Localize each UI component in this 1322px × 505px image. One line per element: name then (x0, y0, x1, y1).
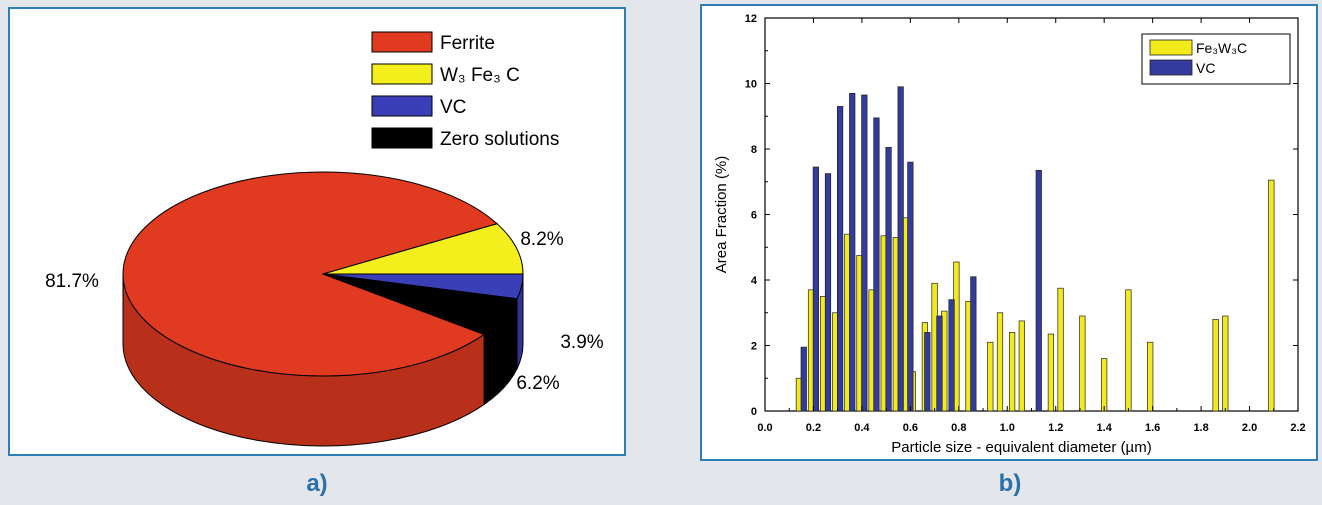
y-axis-label: Area Fraction (%) (713, 156, 730, 274)
bar-0-25 (1147, 341, 1154, 412)
y-tick-label-5: 10 (745, 79, 757, 91)
pie-legend-swatch-3 (371, 127, 433, 149)
bar-0-17 (996, 312, 1004, 412)
bar-chart: 0.0 0.2 0.4 0.6 0.8 1.0 1.2 1.4 1.6 1.8 2.0 2.2 0 2 4 6… (713, 13, 1306, 456)
bar-1-10 (924, 332, 931, 412)
axes: 0.0 0.2 0.4 0.6 0.8 1.0 1.2 1.4 1.6 1.8 2.0 2.2 0 2 4 6… (745, 13, 1306, 434)
pie-slice-3 (322, 273, 518, 336)
pie-legend-label-0: Ferrite (440, 33, 495, 54)
bar-1-2 (824, 173, 832, 412)
series-1 (800, 86, 1042, 412)
x-tick-label-6: 1.2 (1048, 422, 1063, 434)
y-tick-label-2: 4 (751, 275, 758, 287)
pie-chart: 81.7% 8.2% 3.9%6.2% Ferrite W₃ Fe₃ C VC Zero s… (45, 31, 604, 447)
bar-1-1 (812, 166, 819, 412)
pie-slice-0 (122, 171, 499, 377)
bar-1-13 (970, 276, 977, 412)
bar-1-5 (861, 94, 868, 412)
bar-0-18 (1009, 332, 1016, 412)
bar-0-19 (1018, 320, 1025, 412)
x-tick-label-7: 1.4 (1097, 422, 1113, 434)
bar-legend: Fe₃W₃C VC (1141, 33, 1291, 85)
bar-0-24 (1125, 289, 1132, 412)
pie-label-0: 81.7% (45, 271, 99, 292)
bar-1-6 (873, 117, 880, 412)
x-tick-label-2: 0.4 (854, 422, 870, 434)
bar-0-21 (1057, 287, 1064, 412)
pie-legend-swatch-0 (371, 31, 433, 53)
bar-legend-swatch-1 (1149, 59, 1193, 76)
x-axis-label: Particle size - equivalent diameter (µm) (891, 439, 1151, 456)
x-tick-label-1: 0.2 (806, 422, 821, 434)
pie-legend-swatch-2 (371, 95, 433, 117)
pie-label-1: 8.2% (520, 229, 563, 250)
pie-legend: Ferrite W₃ Fe₃ C VC Zero solutions (371, 31, 559, 150)
bar-1-14 (1035, 169, 1042, 412)
bar-0-27 (1222, 315, 1229, 412)
bar-0-23 (1101, 358, 1108, 412)
bar-0-16 (987, 341, 994, 412)
pie-chart-panel: 81.7% 8.2% 3.9% 6.2% Ferrite W₃ Fe₃ C VC Zero s… (8, 7, 626, 456)
pie-label-2: 3.9% (560, 332, 603, 353)
panel-b-caption: b) (998, 470, 1022, 497)
bar-0-20 (1047, 333, 1054, 412)
y-tick-label-6: 12 (745, 13, 757, 25)
pie-legend-label-2: VC (440, 97, 466, 118)
bar-0-26 (1212, 318, 1219, 412)
bar-legend-swatch-0 (1149, 39, 1193, 56)
bar-0-22 (1079, 315, 1086, 412)
x-tick-label-8: 1.6 (1145, 422, 1160, 434)
bar-1-9 (907, 161, 914, 412)
x-tick-label-11: 2.2 (1290, 422, 1305, 434)
pie-legend-label-1: W₃ Fe₃ C (440, 65, 520, 86)
bar-1-8 (897, 86, 904, 412)
pie-legend-swatch-1 (371, 63, 433, 85)
pie-3d-group (122, 171, 524, 447)
y-tick-label-4: 8 (751, 144, 757, 156)
y-tick-label-1: 2 (751, 341, 757, 353)
x-tick-label-0: 0.0 (757, 422, 772, 434)
bar-1-4 (849, 92, 856, 412)
pie-legend-label-3: Zero solutions (440, 129, 559, 150)
y-tick-label-3: 6 (751, 210, 757, 222)
bar-legend-label-0: Fe₃W₃C (1196, 40, 1247, 56)
bar-0-28 (1268, 179, 1275, 412)
panel-a-caption: a) (306, 470, 328, 497)
bar-1-0 (800, 346, 807, 412)
y-tick-label-0: 0 (751, 406, 757, 418)
x-tick-label-9: 1.8 (1193, 422, 1208, 434)
bar-1-11 (936, 315, 943, 412)
bar-chart-panel: 0.0 0.2 0.4 0.6 0.8 1.0 1.2 1.4 1.6 1.8 2.0 2.2 0 2 4 6… (700, 4, 1318, 461)
series-0 (795, 179, 1275, 412)
x-tick-label-4: 0.8 (951, 422, 966, 434)
pie-slice-1 (322, 223, 524, 275)
x-tick-label-3: 0.6 (903, 422, 918, 434)
bar-1-12 (948, 299, 955, 412)
x-tick-label-5: 1.0 (1000, 422, 1015, 434)
bar-legend-label-1: VC (1196, 60, 1215, 76)
bar-1-3 (837, 106, 844, 412)
x-tick-label-10: 2.0 (1242, 422, 1257, 434)
pie-label-3: 6.2% (516, 373, 559, 394)
bar-1-7 (885, 147, 892, 412)
